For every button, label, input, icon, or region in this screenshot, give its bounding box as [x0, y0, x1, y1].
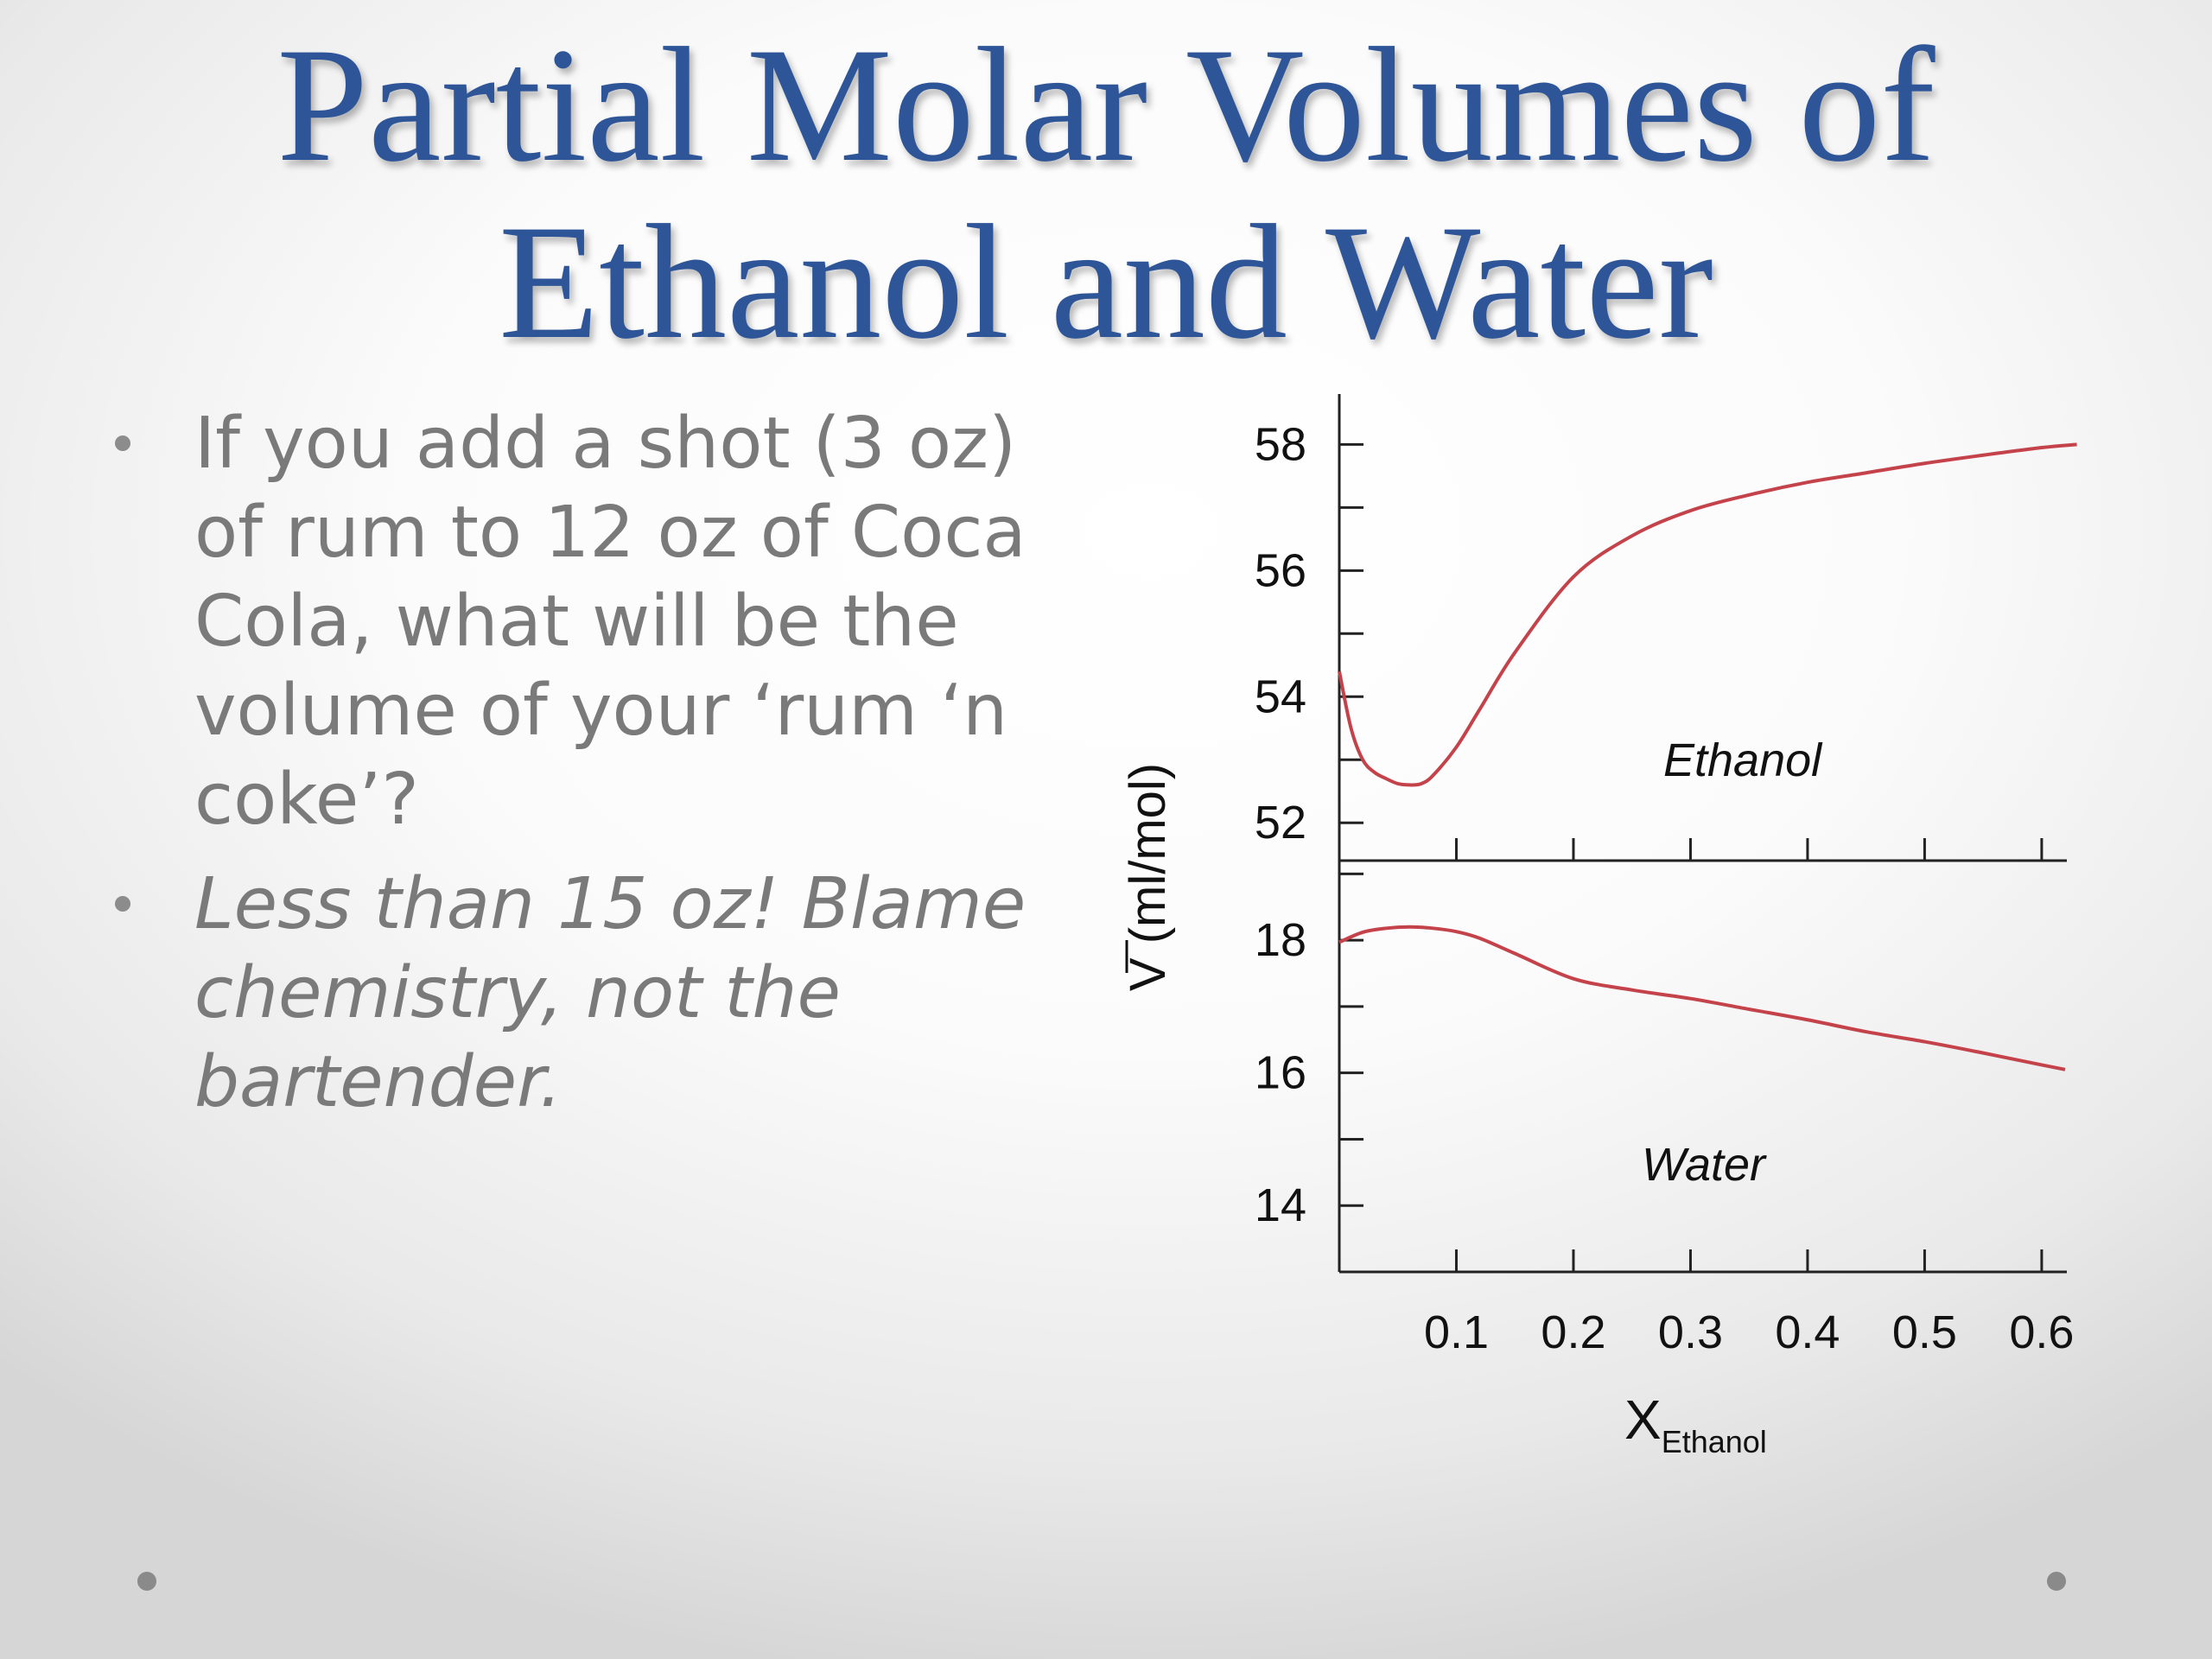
x-tick-label: 0.2 — [1541, 1306, 1605, 1358]
y-tick-label: 52 — [1255, 797, 1306, 849]
slide-title: Partial Molar Volumes of Ethanol and Wat… — [0, 17, 2212, 372]
x-tick-label: 0.5 — [1892, 1306, 1957, 1358]
bullet-item: If you add a shot (3 oz) of rum to 12 oz… — [108, 399, 1084, 844]
y-tick-label: 58 — [1255, 418, 1306, 470]
y-tick-label: 14 — [1255, 1179, 1306, 1231]
bullet-dot-icon — [115, 435, 130, 451]
series-label-ethanol: Ethanol — [1663, 734, 1823, 786]
x-tick-label: 0.4 — [1775, 1306, 1840, 1358]
y-tick-label: 18 — [1255, 914, 1306, 966]
x-axis-title: XEthanol — [1624, 1389, 1767, 1459]
title-line-2: Ethanol and Water — [499, 192, 1713, 373]
y-tick-label: 16 — [1255, 1047, 1306, 1099]
bullet-item: Less than 15 oz! Blame chemistry, not th… — [108, 860, 1084, 1127]
bullet-text: Less than 15 oz! Blame chemistry, not th… — [194, 863, 1027, 1123]
series-line-ethanol — [1338, 442, 2077, 787]
x-tick-label: 0.3 — [1658, 1306, 1723, 1358]
bullet-list: If you add a shot (3 oz) of rum to 12 oz… — [108, 399, 1084, 1142]
x-tick-label: 0.1 — [1424, 1306, 1489, 1358]
series-label-water: Water — [1642, 1139, 1767, 1191]
x-tick-label: 0.6 — [2009, 1306, 2074, 1358]
series-line-water — [1338, 925, 2066, 1071]
partial-molar-volume-chart: 52 54 56 58 Ethanol 14 16 18 Water 0.1 0.2 0.3 0.4 0.… — [1120, 394, 2077, 1459]
corner-dot-left-icon — [137, 1572, 156, 1591]
y-tick-label: 54 — [1255, 671, 1306, 722]
bullet-dot-icon — [115, 896, 130, 912]
corner-dot-right-icon — [2047, 1572, 2066, 1591]
y-axis-title: V (ml/mol) — [1120, 763, 1176, 991]
bullet-text: If you add a shot (3 oz) of rum to 12 oz… — [194, 403, 1027, 841]
y-tick-label: 56 — [1255, 544, 1306, 596]
title-line-1: Partial Molar Volumes of — [276, 15, 1936, 196]
